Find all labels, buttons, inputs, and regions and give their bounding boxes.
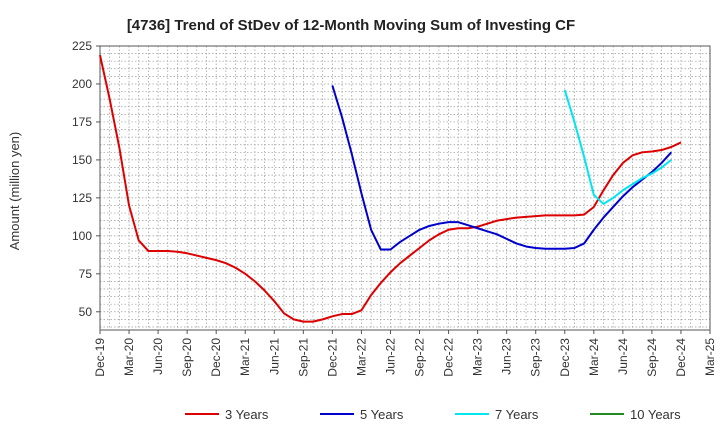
x-tick-label: Dec-20 [209, 338, 223, 377]
legend-label-3-years: 3 Years [225, 407, 269, 422]
grid [100, 46, 710, 330]
y-tick-label: 175 [72, 115, 92, 129]
x-tick-label: Sep-24 [645, 338, 659, 377]
y-tick-label: 150 [72, 153, 92, 167]
x-tick-label: Sep-21 [296, 338, 310, 377]
x-tick-label: Mar-22 [354, 338, 368, 376]
series-lines [99, 54, 682, 323]
legend-label-10-years: 10 Years [630, 407, 681, 422]
x-tick-label: Mar-23 [471, 338, 485, 376]
x-tick-label: Mar-25 [703, 338, 717, 376]
x-tick-label: Sep-20 [180, 338, 194, 377]
y-tick-label: 200 [72, 77, 92, 91]
series-line-5-years [331, 85, 673, 251]
y-tick-label: 100 [72, 229, 92, 243]
legend-label-5-years: 5 Years [360, 407, 404, 422]
series-line-3-years [99, 54, 682, 323]
x-tick-label: Jun-23 [500, 338, 514, 375]
x-tick-label: Mar-24 [587, 338, 601, 376]
plot-area [100, 46, 710, 330]
plot-frame [99, 45, 711, 331]
x-tick-label: Jun-22 [383, 338, 397, 375]
x-tick-label: Dec-22 [442, 338, 456, 377]
x-tick-label: Jun-24 [616, 338, 630, 375]
x-tick-label: Dec-23 [558, 338, 572, 377]
y-axis-label: Amount (million yen) [7, 132, 22, 251]
x-tick-label: Mar-21 [238, 338, 252, 376]
y-tick-label: 225 [72, 39, 92, 53]
x-tick-label: Sep-22 [413, 338, 427, 377]
legend: 3 Years 5 Years 7 Years 10 Years [185, 407, 681, 422]
x-tick-label: Dec-19 [93, 338, 107, 377]
x-tick-label: Mar-20 [122, 338, 136, 376]
x-tick-label: Sep-23 [529, 338, 543, 377]
y-tick-label: 50 [79, 305, 93, 319]
y-tick-label: 75 [79, 267, 93, 281]
chart-title: [4736] Trend of StDev of 12-Month Moving… [127, 17, 575, 34]
legend-label-7-years: 7 Years [495, 407, 539, 422]
x-tick-label: Dec-24 [674, 338, 688, 377]
x-tick-label: Jun-21 [267, 338, 281, 375]
x-tick-label: Jun-20 [151, 338, 165, 375]
plot-background [100, 46, 710, 330]
axes: 50 75 100 125 150 175 200 225 Dec-19 Mar-20 Jun-20… [72, 39, 717, 377]
x-tick-label: Dec-21 [325, 338, 339, 377]
y-tick-label: 125 [72, 191, 92, 205]
series-line-7-years [563, 89, 672, 205]
